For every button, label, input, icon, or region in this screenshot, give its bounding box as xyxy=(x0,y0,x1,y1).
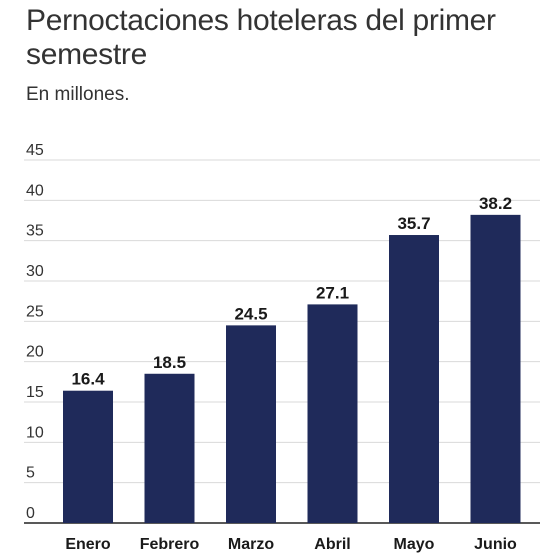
chart-title: Pernoctaciones hoteleras del primer seme… xyxy=(26,4,496,71)
y-tick-label: 40 xyxy=(26,182,44,199)
x-category-label: Junio xyxy=(474,536,517,553)
x-category-label: Abril xyxy=(314,536,350,553)
y-tick-label: 45 xyxy=(26,142,44,159)
y-tick-label: 15 xyxy=(26,384,44,401)
data-labels: 16.4 18.5 24.5 27.1 35.7 38.2 xyxy=(71,194,512,389)
y-axis-ticks: 0 5 10 15 20 25 30 35 40 45 xyxy=(26,142,44,522)
y-tick-label: 0 xyxy=(26,505,35,522)
data-label: 18.5 xyxy=(153,353,186,372)
bar-febrero xyxy=(144,373,195,523)
x-axis-categories: Enero Febrero Marzo Abril Mayo Junio xyxy=(65,536,517,553)
y-tick-label: 5 xyxy=(26,465,35,482)
y-tick-label: 30 xyxy=(26,263,44,280)
y-tick-label: 25 xyxy=(26,303,44,320)
chart-subtitle: En millones. xyxy=(26,84,130,105)
y-tick-label: 10 xyxy=(26,424,44,441)
data-label: 38.2 xyxy=(479,194,512,213)
bar-mayo xyxy=(389,235,439,523)
bars xyxy=(63,214,521,523)
data-label: 27.1 xyxy=(316,283,349,302)
bar-marzo xyxy=(226,325,276,523)
y-tick-label: 35 xyxy=(26,223,44,240)
x-category-label: Marzo xyxy=(228,536,274,553)
x-category-label: Enero xyxy=(65,536,111,553)
gridlines xyxy=(24,159,540,524)
bar-enero xyxy=(63,390,113,523)
x-category-label: Mayo xyxy=(394,536,435,553)
data-label: 24.5 xyxy=(234,304,267,323)
data-label: 35.7 xyxy=(397,214,430,233)
y-tick-label: 20 xyxy=(26,344,44,361)
bar-junio xyxy=(470,214,521,523)
x-category-label: Febrero xyxy=(140,536,200,553)
bar-abril xyxy=(307,304,358,523)
data-label: 16.4 xyxy=(71,370,105,389)
